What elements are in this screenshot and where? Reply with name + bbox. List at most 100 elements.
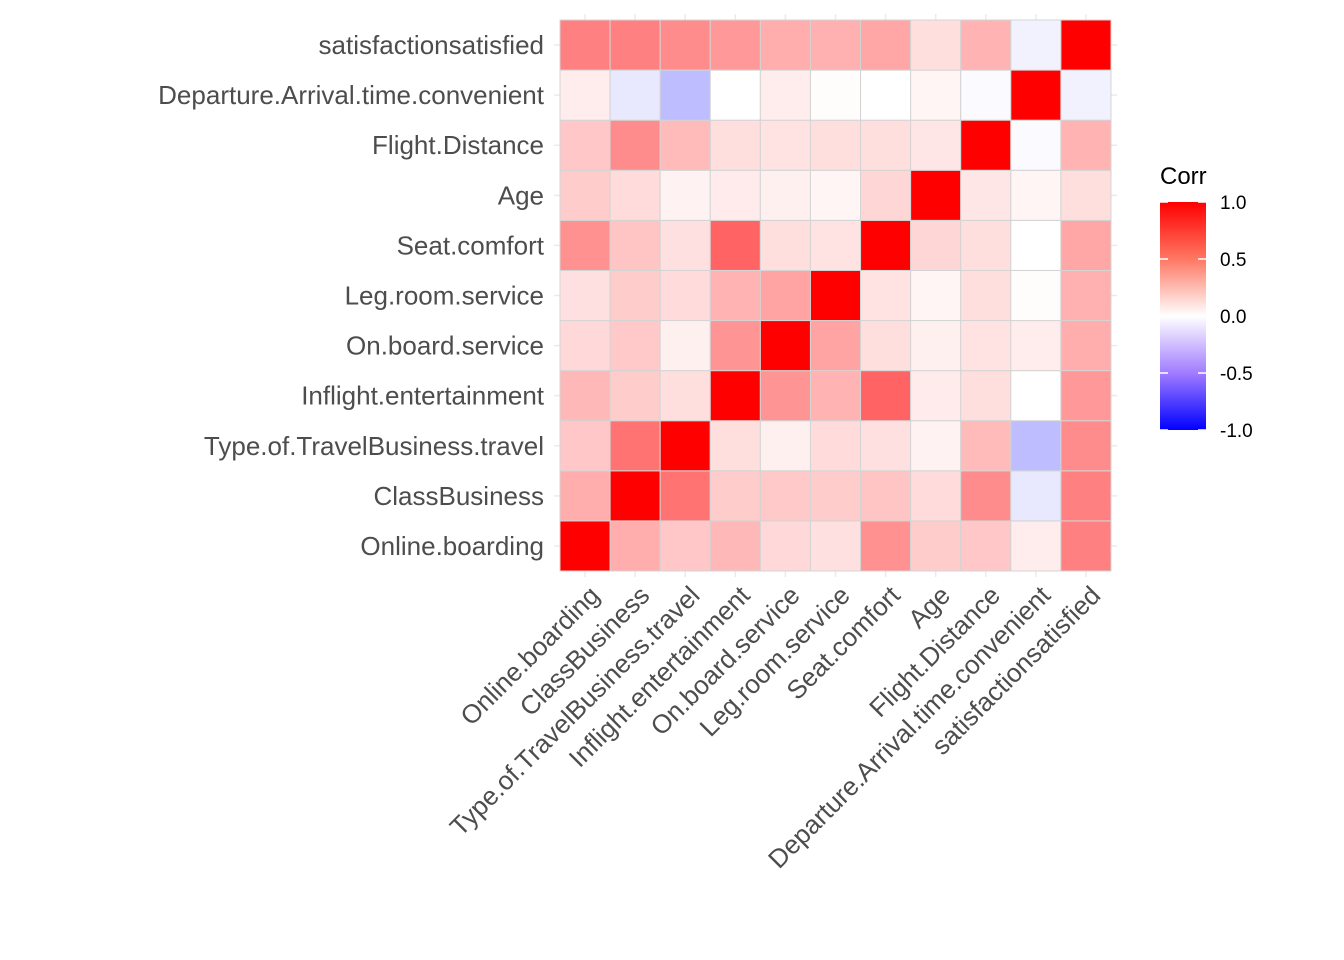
heatmap-cell: [1060, 269, 1112, 322]
heatmap-cell: [910, 420, 962, 472]
legend-tick-label: 0.5: [1220, 250, 1246, 271]
heatmap-cell: [559, 420, 611, 472]
heatmap-cell: [559, 470, 611, 522]
y-axis-label: Departure.Arrival.time.convenient: [158, 80, 545, 110]
heatmap-cell: [1060, 69, 1112, 121]
heatmap-cell: [609, 370, 661, 422]
heatmap-cell: [960, 370, 1012, 422]
y-axis-label: Online.boarding: [360, 531, 544, 561]
heatmap-cell: [759, 169, 811, 221]
heatmap-cell: [1060, 169, 1112, 221]
heatmap-cell: [960, 219, 1012, 271]
heatmap-cell: [759, 320, 811, 372]
heatmap-cell: [1010, 520, 1062, 572]
heatmap-cell: [1060, 219, 1112, 271]
heatmap-cell: [609, 219, 661, 271]
heatmap-cell: [910, 19, 962, 71]
y-axis-label: Age: [498, 180, 544, 210]
heatmap-cell: [860, 370, 912, 422]
heatmap-cell: [759, 269, 811, 322]
heatmap-cell: [809, 470, 862, 522]
heatmap-cell: [860, 119, 912, 171]
y-axis-label: Inflight.entertainment: [301, 381, 545, 411]
heatmap-cell: [1060, 370, 1112, 422]
heatmap-cell: [709, 69, 761, 121]
heatmap-cell: [910, 320, 962, 372]
heatmap-cell: [659, 470, 711, 522]
legend: Corr 1.0 0.5 0.0 -0.5 -1.0: [1160, 163, 1253, 442]
heatmap-cell: [809, 420, 862, 472]
heatmap-cell: [860, 420, 912, 472]
heatmap-cell: [960, 169, 1012, 221]
heatmap-cell: [1010, 470, 1062, 522]
heatmap-cell: [759, 520, 811, 572]
heatmap-cell: [1060, 470, 1112, 522]
heatmap-cell: [809, 169, 862, 221]
heatmap-cell: [960, 19, 1012, 71]
heatmap-cell: [609, 320, 661, 372]
heatmap-cell: [860, 219, 912, 271]
heatmap-cell: [709, 470, 761, 522]
heatmap-cell: [809, 19, 862, 71]
heatmap-cell: [559, 219, 611, 271]
heatmap-cell: [709, 520, 761, 572]
y-axis-label: Seat.comfort: [397, 230, 545, 260]
heatmap-cell: [659, 169, 711, 221]
heatmap-cell: [659, 269, 711, 322]
heatmap-cell: [1060, 320, 1112, 372]
heatmap-cell: [860, 69, 912, 121]
heatmap-cell: [1010, 69, 1062, 121]
heatmap-cell: [860, 470, 912, 522]
heatmap-cell: [759, 69, 811, 121]
heatmap-cell: [559, 119, 611, 171]
heatmap-cell: [559, 169, 611, 221]
heatmap-cell: [1060, 420, 1112, 472]
heatmap-cell: [960, 420, 1012, 472]
heatmap-cell: [609, 470, 661, 522]
heatmap-cell: [609, 520, 661, 572]
heatmap-cell: [809, 370, 862, 422]
heatmap-cells: [559, 19, 1112, 572]
heatmap-cell: [759, 19, 811, 71]
heatmap-cell: [659, 19, 711, 71]
heatmap-cell: [1010, 119, 1062, 171]
heatmap-cell: [609, 69, 661, 121]
heatmap-cell: [759, 119, 811, 171]
heatmap-cell: [910, 370, 962, 422]
y-axis-labels: Online.boarding ClassBusiness Type.of.Trav…: [158, 30, 545, 561]
heatmap-cell: [609, 169, 661, 221]
heatmap-cell: [709, 320, 761, 372]
heatmap-cell: [809, 69, 862, 121]
heatmap-cell: [860, 19, 912, 71]
heatmap-cell: [960, 269, 1012, 322]
heatmap-cell: [609, 420, 661, 472]
x-axis-labels: Online.boardingClassBusinessType.of.Trav…: [444, 579, 1106, 874]
y-axis-label: ClassBusiness: [373, 481, 544, 511]
y-axis-label: satisfactionsatisfied: [319, 30, 544, 60]
heatmap-cell: [910, 269, 962, 322]
heatmap-cell: [759, 470, 811, 522]
heatmap-cell: [559, 269, 611, 322]
heatmap-cell: [559, 370, 611, 422]
heatmap-cell: [659, 219, 711, 271]
heatmap-cell: [809, 119, 862, 171]
heatmap-cell: [559, 19, 611, 71]
heatmap-cell: [960, 520, 1012, 572]
legend-ticks: 1.0 0.5 0.0 -0.5 -1.0: [1160, 193, 1253, 442]
y-axis-label: Leg.room.service: [345, 281, 544, 311]
heatmap-cell: [1060, 119, 1112, 171]
heatmap-cell: [659, 320, 711, 372]
heatmap-cell: [709, 119, 761, 171]
heatmap-cell: [709, 169, 761, 221]
legend-tick-label: 0.0: [1220, 307, 1246, 328]
heatmap-cell: [609, 19, 661, 71]
y-axis-label: Type.of.TravelBusiness.travel: [204, 431, 544, 461]
heatmap-cell: [910, 470, 962, 522]
legend-tick-label: -1.0: [1220, 421, 1253, 442]
heatmap-cell: [659, 370, 711, 422]
heatmap-cell: [759, 370, 811, 422]
heatmap-cell: [659, 420, 711, 472]
heatmap-cell: [860, 320, 912, 372]
heatmap-cell: [709, 19, 761, 71]
